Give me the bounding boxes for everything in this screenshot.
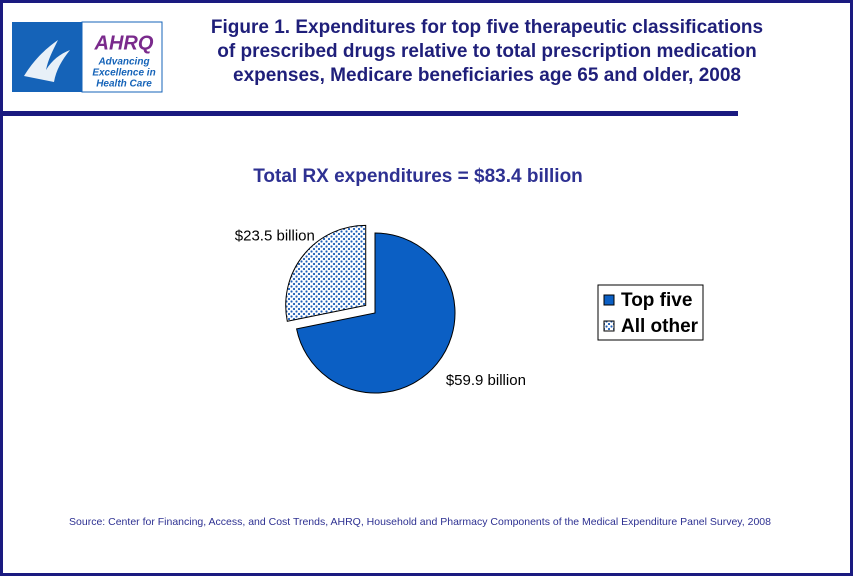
logo-tagline: Excellence in	[92, 68, 155, 79]
pie-slice	[295, 232, 456, 394]
header-rule	[0, 111, 738, 116]
chart-title: expenses, Medicare beneficiaries age 65 …	[233, 65, 741, 86]
logo-tagline: Advancing	[97, 57, 149, 68]
logo-name: AHRQ	[94, 32, 154, 54]
source-note: Source: Center for Financing, Access, an…	[69, 516, 771, 528]
legend-swatch	[603, 294, 615, 306]
legend-swatch	[603, 320, 615, 332]
logo-tagline: Health Care	[96, 79, 152, 90]
legend-label: Top five	[621, 290, 692, 311]
chart-title: Figure 1. Expenditures for top five ther…	[211, 17, 763, 38]
pie-slice	[285, 224, 367, 322]
legend-label: All other	[621, 316, 699, 337]
data-label: $59.9 billion	[446, 372, 526, 389]
chart-title: of prescribed drugs relative to total pr…	[217, 41, 757, 62]
data-label: $23.5 billion	[235, 227, 315, 244]
legend-box	[597, 284, 704, 341]
logo: AHRQ Advancing Excellence in Health Care	[12, 21, 163, 93]
chart-subtitle: Total RX expenditures = $83.4 billion	[253, 166, 583, 187]
